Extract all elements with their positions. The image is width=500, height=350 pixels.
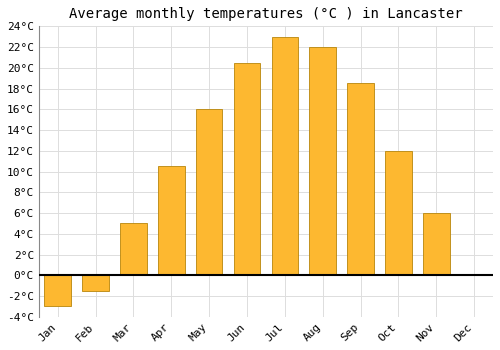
- Bar: [385, 151, 411, 275]
- Title: Average monthly temperatures (°C ) in Lancaster: Average monthly temperatures (°C ) in La…: [69, 7, 462, 21]
- Bar: [82, 275, 109, 291]
- Bar: [348, 83, 374, 275]
- Bar: [234, 63, 260, 275]
- Bar: [196, 109, 222, 275]
- Bar: [310, 47, 336, 275]
- Bar: [423, 213, 450, 275]
- Bar: [120, 223, 146, 275]
- Bar: [44, 275, 71, 307]
- Bar: [272, 37, 298, 275]
- Bar: [158, 166, 184, 275]
